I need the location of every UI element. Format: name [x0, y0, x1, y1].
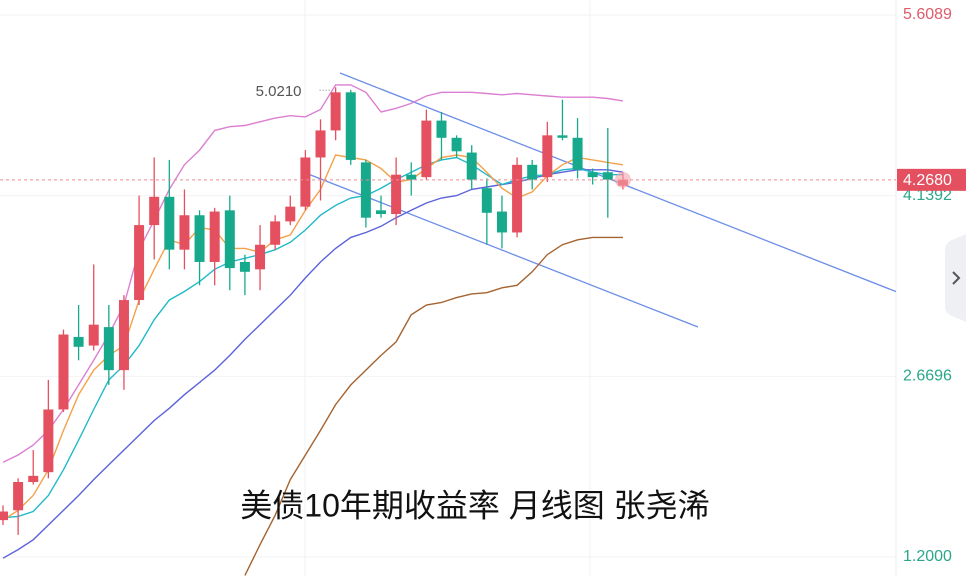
- candle-body: [587, 172, 598, 178]
- candle-body: [406, 174, 417, 180]
- candle-body: [451, 137, 462, 152]
- y-axis: 5.6089 4.1392 2.6696 1.2000: [903, 6, 952, 565]
- candle-body: [300, 157, 311, 207]
- current-price-box: [897, 168, 966, 191]
- y-tick-label: 5.6089: [903, 6, 952, 23]
- candle-body: [345, 92, 356, 160]
- candle-body: [28, 475, 39, 483]
- plot-area: [0, 72, 896, 576]
- candle-body: [466, 152, 477, 180]
- candle-body: [270, 221, 281, 245]
- candle-body: [255, 244, 266, 270]
- current-price-label: 4.2680: [903, 172, 952, 189]
- candle-body: [391, 174, 402, 215]
- candle-body: [542, 135, 553, 178]
- candle-body: [179, 215, 190, 250]
- candle-body: [527, 164, 538, 180]
- candle-body: [602, 172, 613, 180]
- candle-body: [134, 225, 145, 301]
- candle-body: [58, 334, 69, 410]
- expand-arrow: [952, 271, 961, 285]
- candle-body: [209, 211, 220, 262]
- expand-button[interactable]: [945, 234, 966, 322]
- candle-body: [376, 210, 386, 215]
- candle-body: [360, 162, 371, 218]
- candle-body: [73, 336, 84, 347]
- candle-body: [496, 211, 507, 233]
- candle-body: [315, 130, 326, 158]
- candle-body: [512, 164, 523, 233]
- y-tick-label: 2.6696: [903, 368, 952, 385]
- grid: [0, 14, 896, 558]
- candle-body: [88, 324, 99, 346]
- candle-body: [481, 188, 492, 213]
- candle-body: [421, 120, 432, 178]
- indicator-line: [244, 236, 623, 576]
- candle-body: [13, 482, 24, 511]
- candle-body: [149, 196, 160, 226]
- chart-title: 美债10年期收益率 月线图 张尧浠: [240, 487, 709, 523]
- y-tick-label: 1.2000: [903, 548, 952, 565]
- candle-body: [224, 210, 235, 269]
- candle-body: [194, 215, 205, 262]
- price-pulse: [614, 171, 631, 188]
- high-annotation: 5.0210: [256, 83, 302, 100]
- candle-body: [330, 92, 341, 131]
- candle-body: [164, 196, 175, 250]
- y-tick-label: 4.1392: [903, 187, 952, 204]
- candle-body: [43, 409, 54, 473]
- candle-body: [436, 120, 447, 138]
- candle-body: [557, 135, 568, 138]
- candle-body: [118, 300, 129, 371]
- candle-body: [0, 511, 8, 521]
- candle-body: [572, 137, 583, 170]
- expand-panel[interactable]: [945, 234, 966, 322]
- candle-body: [103, 327, 114, 371]
- candle-body: [285, 206, 296, 222]
- candle-body: [239, 261, 250, 272]
